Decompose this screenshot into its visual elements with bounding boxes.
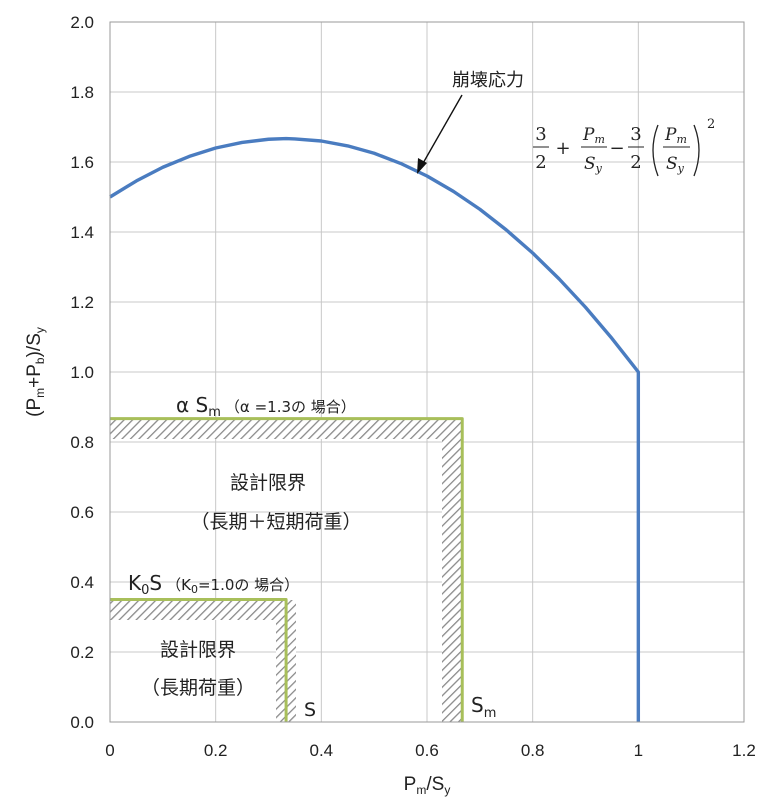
formula-paren-left [652, 124, 659, 177]
x-axis-title: Pm/Sy [404, 774, 451, 797]
y-tick-label: 0.4 [70, 573, 94, 592]
design-limit-long-line2: （長期荷重） [141, 677, 255, 699]
formula-n1: 3 [535, 124, 546, 145]
formula-plus: + [555, 138, 570, 159]
collapse-stress-arrow-line [421, 94, 463, 166]
y-axis-title: (Pm+Pb)/Sy [24, 327, 47, 417]
k0-s-label: K0S （K0=1.0の 場合） [128, 571, 299, 598]
design-limit-combined-line2: （長期＋短期荷重） [190, 511, 361, 533]
y-tick-label: 0.2 [70, 643, 94, 662]
x-tick-label: 0.6 [415, 741, 439, 760]
y-tick-label: 1.2 [70, 293, 94, 312]
x-tick-label: 1.2 [732, 741, 756, 760]
y-tick-label: 1.6 [70, 153, 94, 172]
design-limit-combined-line1: 設計限界 [230, 472, 306, 494]
formula-n2: Pm [582, 125, 605, 146]
formula-exponent: 2 [707, 117, 715, 132]
x-tick-label: 0.8 [521, 741, 545, 760]
y-tick-label: 0.0 [70, 713, 94, 732]
sm-limit-line [110, 417, 464, 722]
y-tick-label: 1.8 [70, 83, 94, 102]
sm-hatch-horizontal [110, 419, 462, 439]
y-tick-label: 0.8 [70, 433, 94, 452]
y-tick-label: 2.0 [70, 13, 94, 32]
sm-hatch-vertical [442, 419, 462, 722]
collapse-stress-arrow-head [417, 158, 427, 174]
collapse-formula: 3 2 + Pm Sy − 3 2 Pm Sy 2 [533, 117, 715, 177]
formula-n4: Pm [664, 125, 687, 146]
x-tick-label: 1 [634, 741, 643, 760]
x-tick-label: 0.4 [310, 741, 334, 760]
formula-paren-right [693, 124, 700, 177]
alpha-sm-label: α Sm （α =1.3の 場合） [176, 393, 356, 420]
sm-limit-label: Sm [471, 693, 496, 721]
formula-d2: Sy [584, 154, 603, 175]
tick-labels: 0 0.2 0.4 0.6 0.8 1 1.2 0.0 0.2 0.4 0.6 0.8 1.0 1.2 1.… [70, 13, 755, 760]
formula-d4: Sy [666, 154, 685, 175]
y-tick-label: 1.0 [70, 363, 94, 382]
plot-border [109, 21, 745, 723]
series-group [109, 136, 641, 722]
design-limit-long-line1: 設計限界 [160, 639, 236, 661]
s-limit-label: S [304, 699, 316, 721]
formula-d3: 2 [630, 152, 641, 173]
x-tick-label: 0 [105, 741, 114, 760]
formula-n3: 3 [630, 124, 641, 145]
y-tick-label: 0.6 [70, 503, 94, 522]
s-limit-line [110, 598, 288, 722]
y-tick-label: 1.4 [70, 223, 94, 242]
x-tick-label: 0.2 [204, 741, 228, 760]
collapse-stress-label: 崩壊応力 [452, 70, 524, 91]
formula-minus: − [609, 138, 624, 159]
collapse-stress-curve [109, 136, 641, 722]
formula-d1: 2 [535, 152, 546, 173]
s-hatch-horizontal [110, 600, 296, 620]
